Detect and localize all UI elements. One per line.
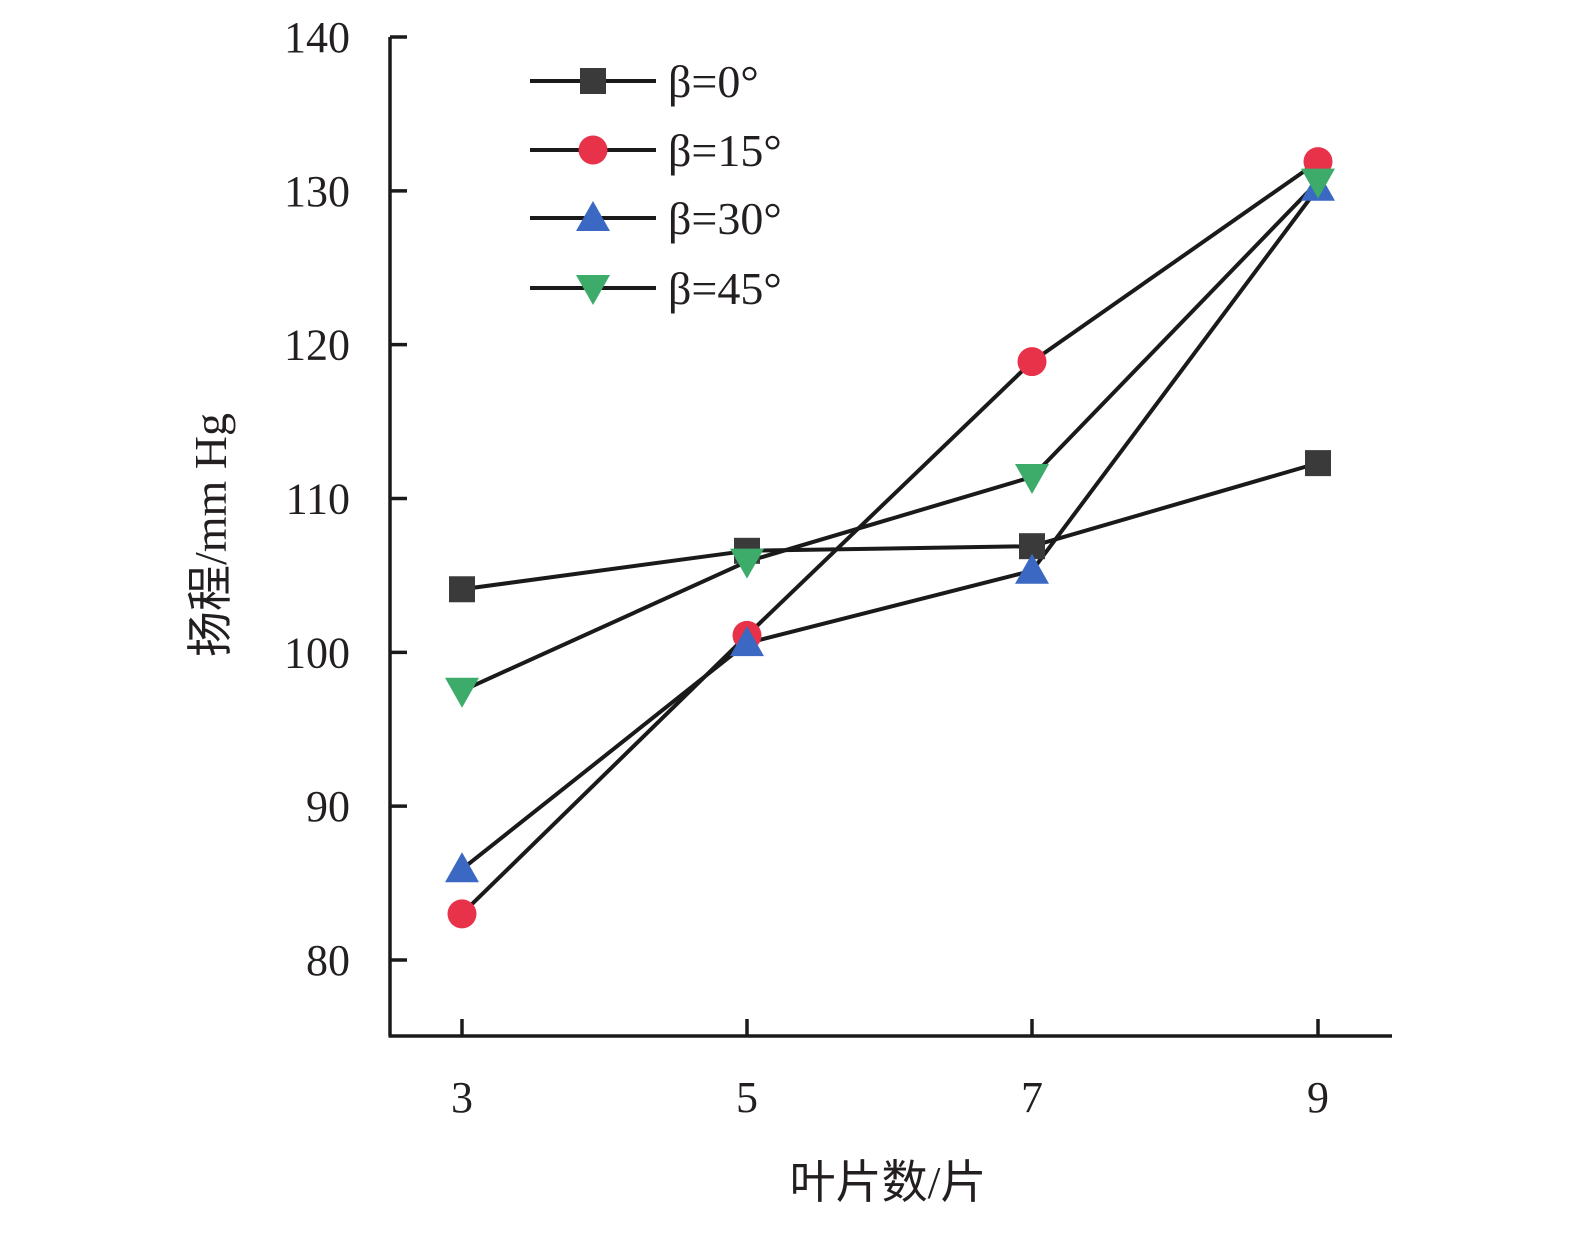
series-line-3 bbox=[461, 180, 1320, 693]
y-tick-label: 80 bbox=[306, 936, 350, 985]
legend-marker-triangle-up bbox=[576, 201, 610, 231]
y-tick-label: 100 bbox=[284, 628, 350, 677]
data-point-triangle-down bbox=[730, 548, 764, 579]
data-point-triangle-up bbox=[730, 626, 764, 657]
legend-marker-triangle-down bbox=[576, 275, 610, 305]
x-axis-title: 叶片数/片 bbox=[790, 1157, 987, 1208]
data-point-square bbox=[1305, 450, 1331, 477]
axes: 80 90 100 110 120 130 140 3 5 7 9 bbox=[284, 13, 1392, 1122]
y-tick-label: 130 bbox=[284, 167, 350, 216]
x-tick-label: 9 bbox=[1307, 1073, 1329, 1122]
data-point-triangle-up bbox=[445, 852, 479, 883]
x-tick-label: 3 bbox=[451, 1073, 473, 1122]
data-point-circle bbox=[447, 899, 477, 929]
data-point-triangle-down bbox=[1015, 463, 1049, 494]
legend-label: β=30° bbox=[668, 193, 782, 244]
x-tick-label: 5 bbox=[736, 1073, 758, 1122]
series-markers bbox=[445, 147, 1335, 929]
legend-label: β=15° bbox=[668, 125, 782, 176]
data-point-square bbox=[449, 576, 475, 603]
legend: β=0° β=15° β=30° β=45° bbox=[530, 56, 782, 314]
x-tick-label: 7 bbox=[1021, 1073, 1043, 1122]
series-line-0 bbox=[461, 461, 1319, 592]
y-tick-label: 140 bbox=[284, 13, 350, 62]
legend-label: β=0° bbox=[668, 56, 759, 107]
series-lines bbox=[460, 159, 1320, 916]
series-line-1 bbox=[460, 159, 1320, 916]
legend-label: β=45° bbox=[668, 263, 782, 314]
data-point-triangle-up bbox=[1015, 553, 1049, 584]
y-axis-title: 扬程/mm Hg bbox=[185, 413, 236, 657]
data-point-triangle-down bbox=[1301, 168, 1335, 199]
y-tick-label: 90 bbox=[306, 782, 350, 831]
legend-marker-circle bbox=[578, 135, 608, 165]
series-line-2 bbox=[460, 186, 1320, 871]
data-point-triangle-down bbox=[445, 677, 479, 708]
legend-marker-square bbox=[580, 68, 606, 94]
y-tick-label: 110 bbox=[286, 475, 350, 524]
data-point-circle bbox=[1017, 347, 1047, 377]
y-tick-label: 120 bbox=[284, 321, 350, 370]
